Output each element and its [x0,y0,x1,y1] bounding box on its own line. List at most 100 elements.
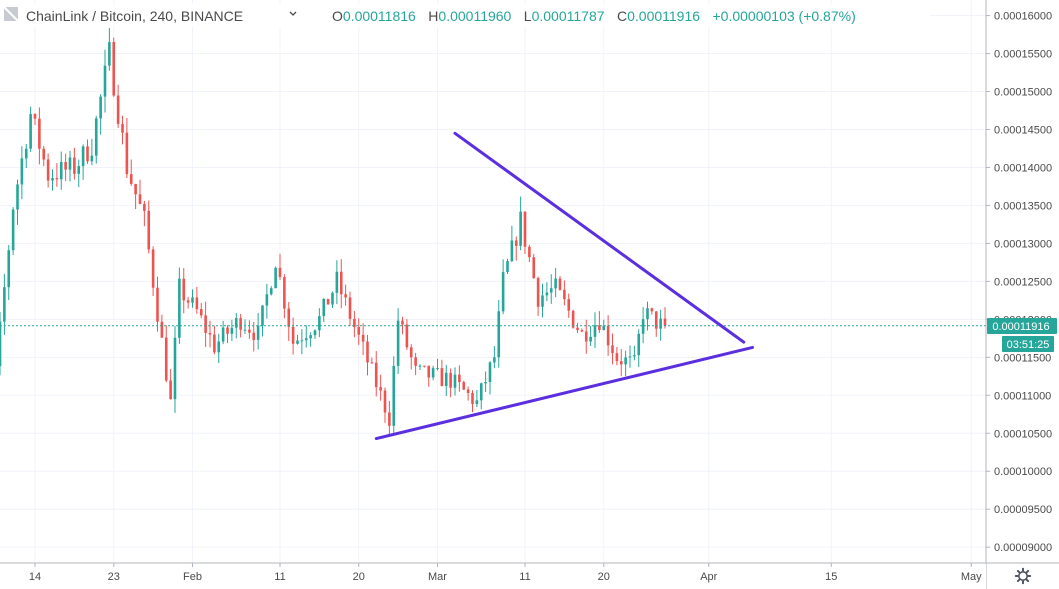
candle-up [269,288,273,295]
candle-up [173,337,177,400]
candle-up [331,292,334,305]
candle-up [444,372,448,387]
candle-up [59,162,63,180]
low-value: 0.00011787 [532,8,605,24]
candle-up [81,146,85,167]
candle-up [261,305,264,326]
candle-up [256,325,260,340]
candle-up [90,155,94,162]
candle-up [318,316,321,331]
candle-up [296,340,299,344]
y-tick-label: 0.00016000 [994,11,1052,23]
low-label: L [524,8,532,24]
candle-up [519,211,522,246]
candle-down [129,174,133,184]
candle-up [641,319,645,334]
y-tick-label: 0.00013500 [994,200,1052,212]
candle-up [243,329,247,331]
candle-up [501,272,505,312]
candle-up [659,318,662,329]
candle-down [598,325,601,331]
y-tick-label: 0.00015500 [994,49,1052,61]
candle-down [38,118,41,149]
candle-up [628,356,632,358]
time-axis-background [0,563,986,589]
x-tick-label: May [961,571,982,583]
candle-down [563,289,566,300]
candle-up [68,157,72,170]
candle-down [357,327,361,335]
candle-down [182,278,186,301]
candle-up [0,321,2,367]
candle-up [602,325,606,331]
candle-down [514,240,518,246]
candle-up [234,318,238,328]
candle-up [436,368,439,370]
ohlc-readout: O0.00011816 H0.00011960 L0.00011787 C0.0… [332,8,856,25]
candle-down [213,334,216,353]
candle-up [300,340,304,342]
close-value: 0.00011916 [627,8,700,24]
trendline-resistance[interactable] [453,131,746,344]
candle-up [178,278,181,338]
candle-up [221,327,225,342]
y-tick-label: 0.00014000 [994,162,1052,174]
candle-down [55,178,59,180]
grid-lines [0,0,986,563]
candle-down [46,159,50,181]
settings-gear-icon[interactable] [1014,567,1032,585]
candles [0,28,667,436]
trendlines[interactable] [374,131,754,441]
candle-up [396,320,400,366]
candle-down [567,299,571,311]
candle-up [541,295,544,307]
candle-down [339,271,343,295]
candle-up [274,267,277,289]
candle-up [510,240,514,262]
candle-up [335,271,339,293]
price-axis-background [986,0,1059,563]
x-tick-label: Feb [183,571,202,583]
x-tick-label: 15 [825,571,837,583]
price-axis[interactable]: 0.00016000 0.00015500 0.00015000 0.00014500… [986,11,1052,555]
candle-down [138,194,142,204]
candle-down [195,297,199,310]
trendline-support[interactable] [374,345,754,441]
candle-down [523,211,527,247]
chevron-down-icon[interactable] [289,11,297,16]
candle-up [191,297,194,303]
price-badge-price-text: 0.00011916 [992,321,1049,333]
candle-up [11,209,15,251]
candle-down [143,203,146,211]
candle-down [401,320,404,325]
symbol-logo [3,6,19,22]
candle-down [164,337,168,381]
y-tick-label: 0.00011500 [994,352,1051,364]
candle-up [646,308,649,320]
candle-down [414,357,417,366]
x-tick-label: Apr [700,571,717,583]
candle-down [125,132,129,175]
symbol-title[interactable]: ChainLink / Bitcoin, 240, BINANCE [26,8,243,24]
candle-down [121,123,124,133]
x-tick-label: 20 [353,571,365,583]
candle-up [593,325,597,337]
candle-down [654,311,658,329]
candle-up [589,336,592,342]
candle-up [545,292,549,296]
time-axis[interactable]: 14 23 Feb 11 20 Mar 11 20 Apr 15 May [29,563,982,583]
candle-down [650,308,654,312]
candle-up [322,298,326,317]
candle-up [549,288,553,293]
candle-up [94,118,98,156]
candle-down [423,365,426,367]
candle-down [252,332,256,340]
close-label: C [617,8,627,24]
open-value: 0.00011816 [343,8,416,24]
candle-down [33,114,37,119]
candle-down [348,297,352,319]
candle-up [484,382,487,384]
candle-up [108,42,111,66]
candle-up [20,158,24,185]
